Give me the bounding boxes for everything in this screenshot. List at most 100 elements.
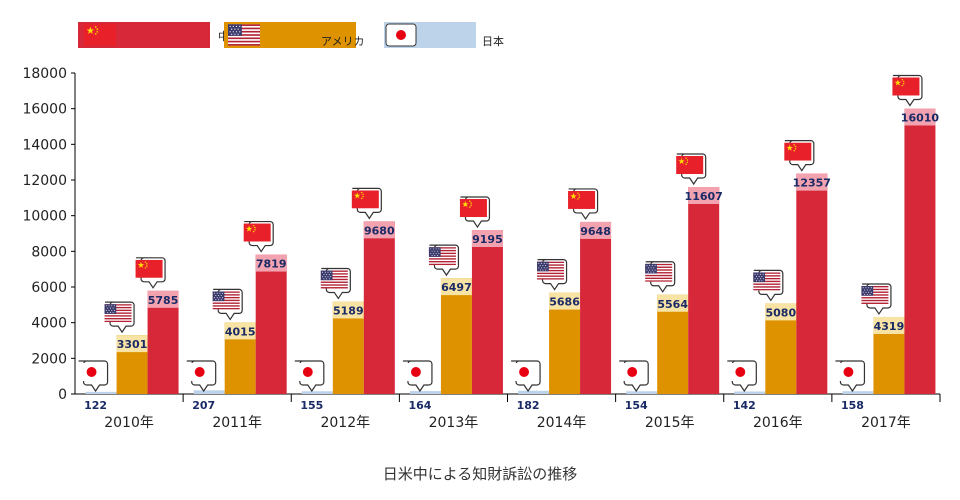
usa-flag-icon	[861, 283, 892, 316]
x-tick-label: 2010年	[104, 415, 154, 431]
bar-china	[147, 290, 179, 394]
data-label-usa: 5189	[333, 304, 364, 317]
data-label-usa: 4319	[874, 320, 905, 333]
japan-flag-icon	[396, 30, 406, 40]
bar-japan	[85, 391, 117, 394]
chart-caption: 日米中による知財訴訟の推移	[383, 465, 578, 483]
bar-japan	[626, 391, 658, 394]
japan-flag-icon	[402, 360, 433, 393]
bar-group: 154 5564 11607 2015年	[615, 153, 723, 431]
data-label-usa: 5564	[657, 298, 688, 311]
data-label-china: 7819	[256, 258, 287, 271]
label-band-usa	[332, 301, 364, 319]
bar-japan	[734, 391, 766, 394]
data-label-japan: 182	[517, 399, 540, 412]
data-label-china: 11607	[685, 190, 723, 203]
legend-item-usa: アメリカ	[224, 22, 364, 48]
x-tick-label: 2015年	[645, 415, 695, 431]
bar-china	[796, 173, 828, 394]
x-tick-label: 2014年	[537, 415, 587, 431]
y-tick-label: 16000	[22, 102, 67, 118]
bar-group: 182 5686 9648 2014年	[507, 188, 612, 431]
bar-china	[904, 108, 936, 394]
data-label-china: 9648	[580, 225, 611, 238]
label-band-usa	[657, 294, 689, 312]
data-label-japan: 122	[84, 399, 107, 412]
bar-china	[580, 221, 612, 394]
bar-group: 155 5189 9680 2012年	[290, 187, 395, 431]
china-flag-icon	[84, 24, 116, 46]
x-tick-label: 2017年	[861, 415, 911, 431]
japan-flag-icon	[78, 360, 109, 393]
japan-flag-icon	[726, 360, 757, 393]
data-label-usa: 4015	[225, 325, 256, 338]
bar-japan	[301, 391, 333, 394]
x-tick-label: 2013年	[429, 415, 479, 431]
data-label-usa: 5080	[766, 306, 797, 319]
label-band-china	[796, 173, 828, 191]
bar-china	[471, 230, 503, 394]
japan-flag-icon	[186, 360, 217, 393]
x-tick-label: 2012年	[320, 415, 370, 431]
bar-japan	[842, 391, 874, 394]
y-tick-label: 12000	[22, 173, 67, 189]
china-flag-icon	[243, 220, 274, 253]
label-band-usa	[765, 303, 797, 321]
x-tick-label: 2016年	[753, 415, 803, 431]
data-label-japan: 164	[408, 399, 431, 412]
bars: 122 3301 5785 2010年 207 4015 7819 2011年 155 5189 9…	[78, 74, 941, 431]
label-band-china	[255, 254, 287, 272]
data-label-japan: 207	[192, 399, 215, 412]
usa-flag-icon	[537, 259, 568, 291]
label-band-china	[363, 221, 395, 239]
bar-group: 122 3301 5785 2010年	[78, 257, 179, 431]
data-label-japan: 155	[300, 399, 323, 412]
y-tick-label: 14000	[22, 137, 67, 153]
y-tick-label: 8000	[31, 244, 67, 260]
legend-item-china: 中国	[78, 22, 240, 48]
china-flag-icon	[784, 140, 815, 172]
bar-china	[363, 221, 395, 394]
y-ticks: 0 2000 4000 6000 8000 10000 12000 14000 16000 180…	[22, 66, 75, 403]
usa-flag-icon	[104, 301, 135, 334]
usa-flag-icon	[428, 244, 460, 277]
us-flag-icon	[228, 24, 260, 46]
japan-flag-icon	[618, 360, 649, 393]
usa-flag-icon	[212, 288, 243, 321]
x-tick-label: 2011年	[212, 415, 262, 431]
bar-china	[255, 254, 287, 394]
bar-japan	[518, 390, 550, 394]
data-label-china: 16010	[901, 111, 940, 124]
bar-japan	[193, 390, 225, 394]
usa-flag-icon	[753, 269, 784, 302]
data-label-china: 9195	[472, 233, 503, 246]
y-tick-label: 10000	[22, 209, 67, 225]
label-band-china	[688, 187, 720, 205]
label-band-usa	[224, 322, 256, 340]
label-band-china	[580, 221, 612, 239]
japan-flag-icon	[834, 360, 866, 393]
china-flag-icon	[676, 153, 707, 186]
y-tick-label: 0	[58, 387, 67, 403]
y-tick-label: 6000	[31, 280, 67, 296]
bar-japan	[409, 391, 441, 394]
china-flag-icon	[568, 188, 599, 221]
label-band-usa	[440, 278, 472, 296]
japan-flag-icon	[510, 360, 541, 393]
china-flag-icon	[351, 187, 382, 220]
data-label-china: 9680	[364, 224, 395, 237]
bar-group: 142 5080 12357 2016年	[723, 140, 831, 431]
bar-group: 207 4015 7819 2011年	[182, 220, 287, 431]
label-band-china	[471, 230, 503, 248]
y-tick-label: 2000	[31, 351, 67, 367]
usa-flag-icon	[645, 261, 676, 293]
usa-flag-icon	[320, 267, 351, 300]
data-label-china: 5785	[148, 294, 179, 307]
bar-usa	[440, 278, 472, 394]
data-label-usa: 3301	[117, 338, 148, 351]
data-label-japan: 158	[841, 399, 864, 412]
legend: 中国 アメリカ 日本	[78, 22, 504, 48]
label-band-usa	[873, 316, 905, 334]
data-label-usa: 5686	[549, 296, 580, 309]
